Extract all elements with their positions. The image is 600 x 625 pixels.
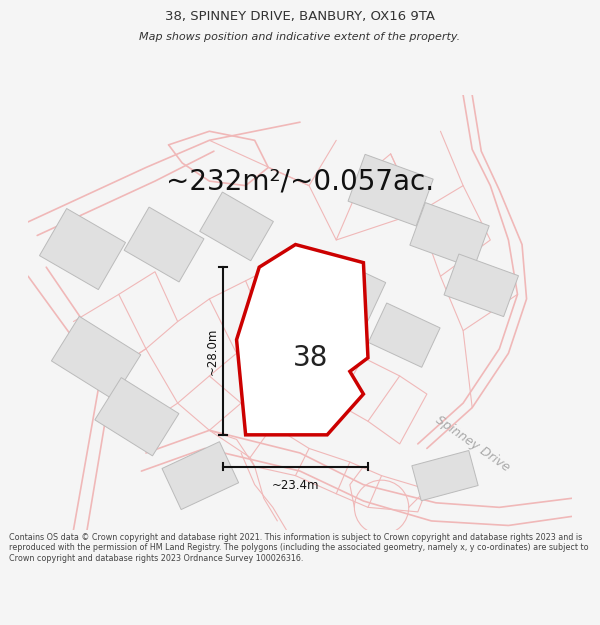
Text: ~232m²/~0.057ac.: ~232m²/~0.057ac. <box>166 167 434 195</box>
Text: ~28.0m: ~28.0m <box>206 328 218 375</box>
Polygon shape <box>52 316 141 399</box>
Text: ~23.4m: ~23.4m <box>272 479 319 492</box>
Text: Map shows position and indicative extent of the property.: Map shows position and indicative extent… <box>139 32 461 43</box>
Text: 38: 38 <box>293 344 329 372</box>
Polygon shape <box>162 442 239 509</box>
Polygon shape <box>368 303 440 368</box>
Polygon shape <box>412 451 478 501</box>
Polygon shape <box>40 209 125 289</box>
Polygon shape <box>200 192 274 261</box>
Text: Contains OS data © Crown copyright and database right 2021. This information is : Contains OS data © Crown copyright and d… <box>9 533 589 562</box>
Text: Spinney Drive: Spinney Drive <box>433 414 512 474</box>
Text: 38, SPINNEY DRIVE, BANBURY, OX16 9TA: 38, SPINNEY DRIVE, BANBURY, OX16 9TA <box>165 10 435 23</box>
Polygon shape <box>95 378 179 456</box>
Polygon shape <box>124 207 204 282</box>
Polygon shape <box>444 254 518 317</box>
Polygon shape <box>314 258 386 322</box>
Polygon shape <box>236 244 368 435</box>
Polygon shape <box>410 202 489 268</box>
Polygon shape <box>348 154 433 226</box>
